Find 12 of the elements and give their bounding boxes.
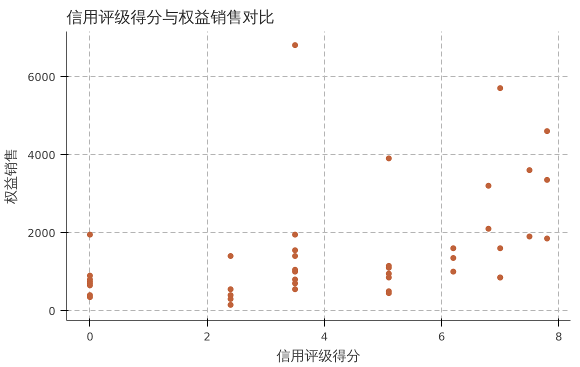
y-tick-label: 2000 bbox=[28, 227, 56, 240]
x-tick-label: 0 bbox=[86, 330, 94, 344]
x-tick-label: 6 bbox=[438, 330, 446, 344]
chart-title: 信用评级得分与权益销售对比 bbox=[66, 8, 274, 26]
x-tick-label: 8 bbox=[555, 330, 562, 344]
x-tick-label: 4 bbox=[320, 330, 328, 344]
x-tick-label: 2 bbox=[204, 330, 211, 344]
y-tick-label: 6000 bbox=[28, 70, 56, 84]
x-axis-title: 信用评级得分 bbox=[276, 348, 360, 364]
y-tick-label: 4000 bbox=[28, 149, 56, 162]
y-tick-label: 0 bbox=[48, 305, 56, 318]
y-axis-title: 权益销售 bbox=[4, 148, 20, 205]
